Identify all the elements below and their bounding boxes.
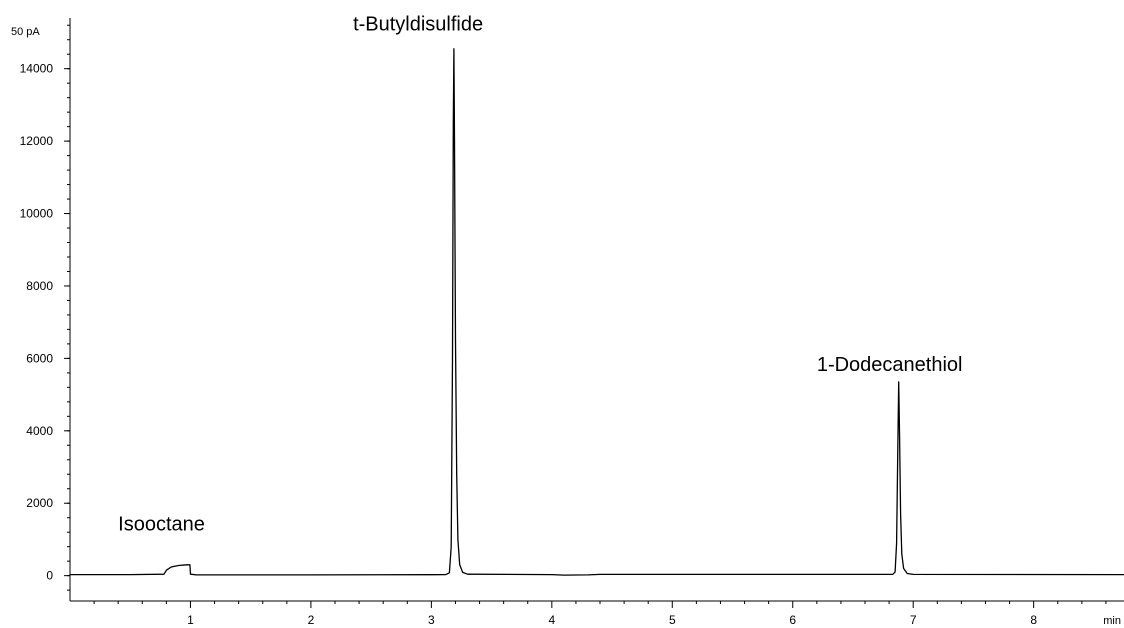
x-tick-label: 1 [187, 613, 194, 627]
peak-label: Isooctane [118, 513, 205, 535]
y-unit-label: 50 pA [11, 26, 40, 38]
peak-label: t-Butyldisulfide [353, 14, 483, 36]
x-tick-label: 8 [1030, 613, 1037, 627]
peak-annotations: Isooctane t-Butyldisulfide 1-Dodecanethiol [118, 14, 962, 536]
x-tick-label: 4 [548, 613, 555, 627]
x-tick-label: 5 [669, 613, 676, 627]
series-line-0 [70, 48, 1124, 576]
y-tick-label: 8000 [26, 279, 53, 293]
x-tick-label: 2 [308, 613, 315, 627]
y-tick-label: 0 [46, 569, 53, 583]
series-trace [70, 48, 1124, 576]
x-tick-label: 3 [428, 613, 435, 627]
y-tick-label: 4000 [26, 424, 53, 438]
y-tick-label: 14000 [20, 62, 54, 76]
x-tick-label: 7 [910, 613, 917, 627]
x-unit-label: min [1103, 615, 1121, 627]
axes [69, 18, 1124, 602]
y-tick-label: 10000 [20, 207, 54, 221]
peak-label: 1-Dodecanethiol [817, 354, 963, 376]
axis-ticks [64, 24, 1107, 608]
y-tick-label: 6000 [26, 351, 53, 365]
x-tick-label: 6 [789, 613, 796, 627]
y-tick-label: 2000 [26, 496, 53, 510]
axis-tick-labels: 0 2000 4000 6000 8000 10000 12000 14000 50 pA 1 2 3… [11, 26, 1121, 627]
y-tick-label: 12000 [20, 134, 54, 148]
